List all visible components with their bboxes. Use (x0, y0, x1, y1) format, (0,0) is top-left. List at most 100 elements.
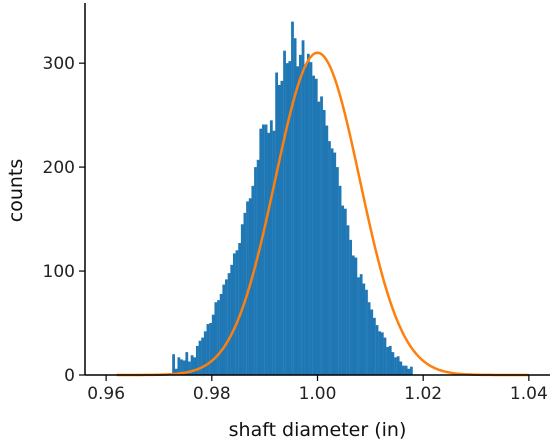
histogram-bar (367, 302, 371, 375)
histogram-bar (399, 361, 403, 375)
histogram-bar (280, 80, 284, 375)
histogram-bar (335, 167, 339, 375)
histogram-bars (172, 21, 413, 376)
histogram-bar (272, 130, 276, 375)
histogram-bar (177, 357, 181, 375)
histogram-bar (314, 78, 318, 375)
y-tick-label: 0 (64, 366, 75, 386)
histogram-bar (301, 40, 305, 376)
histogram-bar (309, 62, 313, 375)
y-axis-label: counts (5, 159, 27, 223)
histogram-bar (388, 345, 392, 375)
histogram-bar (404, 365, 408, 375)
histogram-bar (283, 50, 286, 375)
x-tick-label: 0.96 (87, 384, 125, 404)
histogram-bar (394, 357, 397, 375)
fit-curve (116, 51, 529, 377)
histogram-bar (201, 337, 205, 375)
x-axis-ticks: 0.96 0.98 1.00 1.02 1.04 (87, 375, 548, 404)
histogram-bar (296, 66, 300, 375)
histogram-bar (180, 359, 183, 375)
histogram-bar (299, 54, 302, 375)
histogram-bar (338, 185, 342, 375)
histogram-bar (409, 366, 413, 375)
histogram-bar (188, 361, 191, 375)
histogram-bar (267, 132, 271, 375)
y-tick-label: 200 (43, 158, 75, 178)
histogram-bar (320, 96, 323, 376)
histogram-bar (219, 293, 223, 375)
histogram-bar (380, 332, 384, 375)
histogram-bar (227, 273, 231, 375)
histogram-bar (251, 185, 255, 375)
x-axis-label: shaft diameter (in) (229, 419, 407, 441)
histogram-bar (259, 128, 263, 375)
histogram-bar (262, 124, 265, 375)
x-tick-label: 1.04 (510, 384, 548, 404)
histogram-bar (330, 148, 334, 375)
histogram-bar (322, 109, 326, 375)
histogram-bar (351, 255, 355, 375)
histogram-bar (275, 72, 279, 376)
histogram-bar (362, 283, 366, 375)
histogram-bar (375, 325, 379, 375)
histogram-bar (198, 340, 202, 375)
y-axis-ticks: 0 100 200 300 (43, 54, 85, 386)
histogram-bar (396, 356, 400, 375)
x-tick-label: 1.00 (299, 384, 337, 404)
histogram-bar (359, 274, 363, 375)
histogram-bar (391, 352, 395, 375)
histogram-bar (174, 368, 178, 375)
histogram-bar (312, 75, 316, 375)
histogram-bar (209, 323, 212, 375)
y-tick-label: 100 (43, 262, 75, 282)
histogram-bar (288, 61, 292, 376)
histogram-bar (293, 38, 297, 375)
histogram-bar (225, 279, 228, 375)
x-tick-label: 0.98 (193, 384, 231, 404)
histogram-bar (306, 53, 310, 376)
histogram-bar (256, 159, 260, 375)
histogram-bar (317, 101, 321, 375)
histogram-bar (238, 242, 242, 375)
histogram-bar (333, 152, 337, 375)
histogram-bar (203, 331, 207, 375)
histogram-bar (264, 124, 268, 375)
histogram-bar (269, 120, 273, 375)
histogram-bar (185, 352, 189, 375)
histogram-bar (235, 250, 239, 375)
histogram-bar (214, 302, 218, 375)
histogram-bar (370, 309, 374, 375)
histogram-bar (354, 257, 358, 375)
histogram-bar (386, 346, 389, 375)
histogram-bar (277, 85, 281, 375)
histogram-bar (325, 125, 329, 375)
histogram-bar (254, 167, 257, 375)
histogram-bar (372, 317, 376, 375)
histogram-bar (365, 289, 368, 375)
histogram-bar (193, 357, 197, 375)
histogram-bar (172, 354, 175, 375)
histogram-bar (182, 360, 186, 375)
histogram-bar (195, 345, 199, 375)
histogram-bar (190, 355, 194, 375)
histogram-bar (243, 212, 247, 375)
histogram-bar (206, 324, 210, 375)
y-tick-label: 300 (43, 54, 75, 74)
histogram-bar (378, 331, 382, 375)
histogram-bar (246, 201, 249, 375)
histogram-bar (232, 253, 236, 375)
histogram-bar (357, 277, 360, 375)
histogram-bar (346, 225, 350, 375)
histogram-bar (341, 205, 345, 375)
histogram-bar (240, 224, 244, 375)
histogram-bar (222, 284, 226, 375)
histogram-bar (285, 63, 289, 376)
histogram-bar (230, 264, 234, 375)
histogram-bar (349, 239, 352, 375)
histogram-bar (343, 208, 347, 375)
histogram-bar (328, 141, 331, 375)
histogram-bar (291, 21, 294, 376)
x-tick-label: 1.02 (404, 384, 442, 404)
